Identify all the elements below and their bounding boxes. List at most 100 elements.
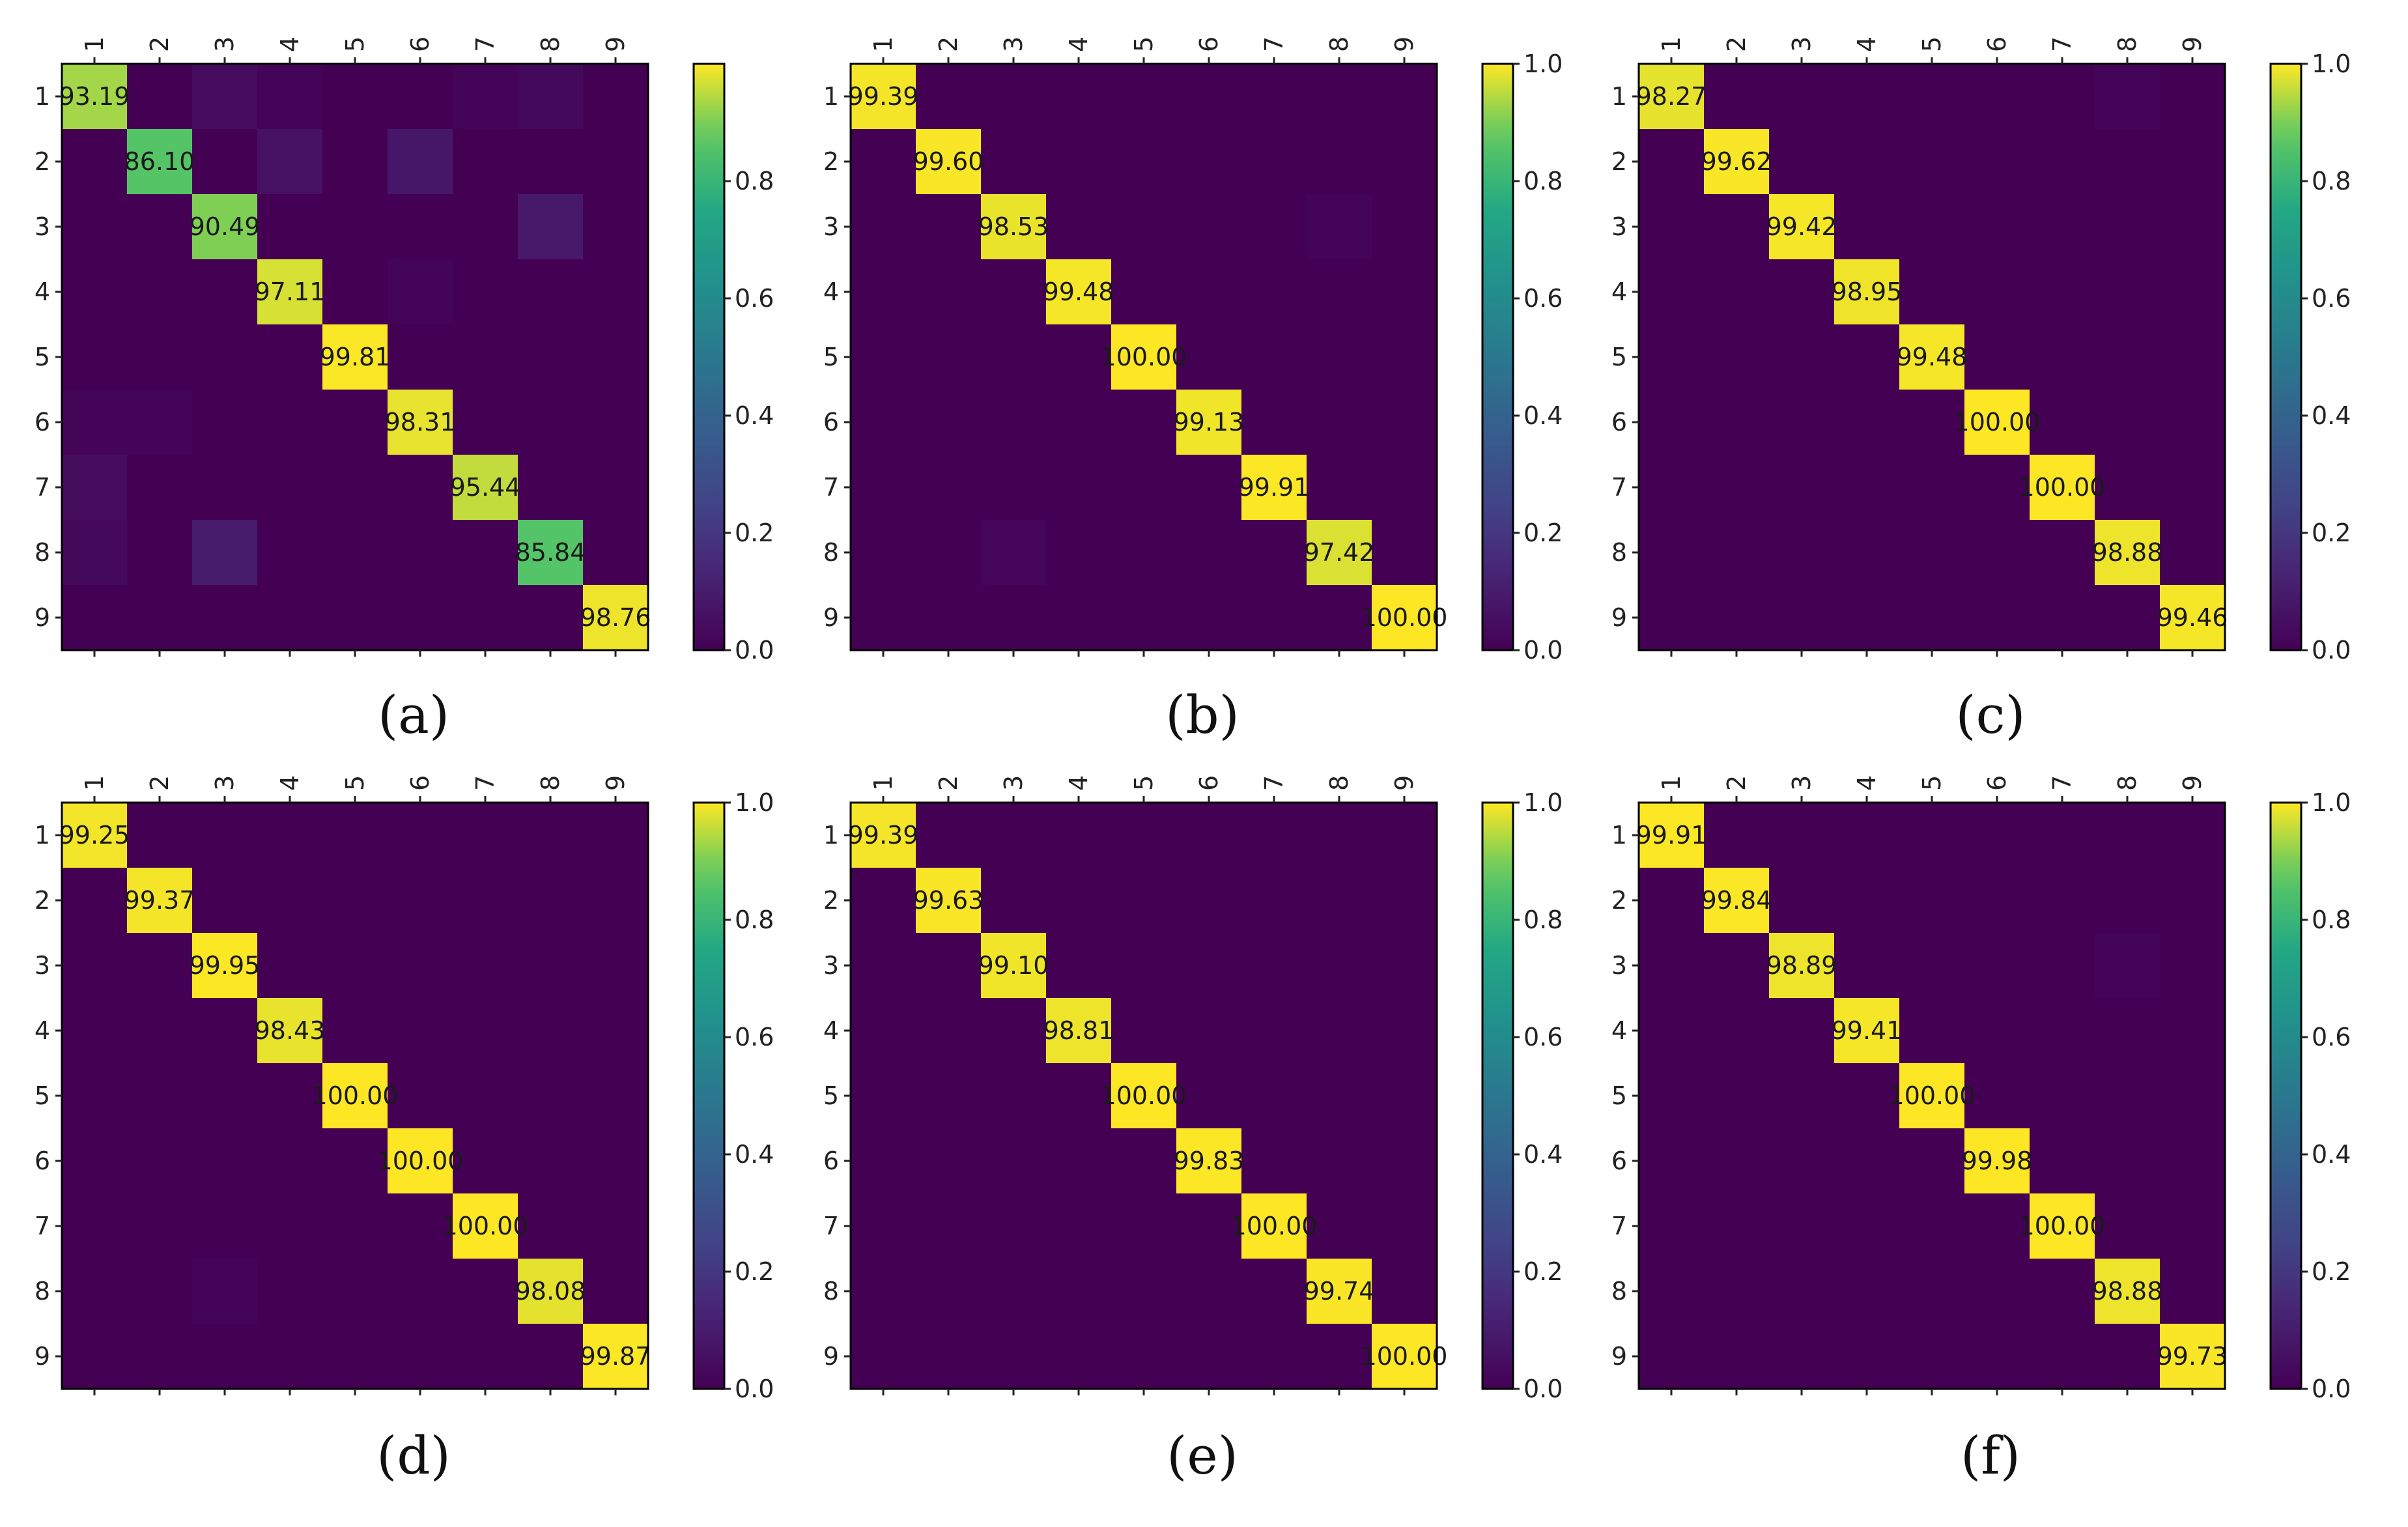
heatmap-cell: [192, 455, 258, 521]
heatmap-cell: [1704, 1259, 1770, 1324]
heatmap-cell: [1639, 868, 1705, 934]
x-tick-label: 3: [1787, 36, 1816, 52]
heatmap-cell: [851, 520, 916, 586]
heatmap-cell: [2160, 324, 2226, 390]
heatmap-cell: [388, 194, 453, 260]
heatmap-cell: [453, 129, 518, 195]
heatmap-cell: [916, 259, 982, 325]
heatmap-cell: [916, 585, 982, 651]
heatmap-cell: [1834, 390, 1900, 455]
colorbar-frame: [1481, 801, 1514, 1390]
x-tick-label: 5: [1129, 775, 1158, 791]
heatmap-cell: [1899, 1324, 1965, 1390]
x-tick-label: 8: [536, 775, 565, 791]
y-tick-label: 7: [823, 1212, 839, 1240]
x-tick-label: 1: [1657, 36, 1686, 52]
x-tick-label: 5: [1129, 36, 1158, 52]
heatmap-cell: [1241, 1259, 1307, 1324]
cell-value-label: 100.00: [312, 1081, 399, 1110]
heatmap-cell: [1769, 390, 1835, 455]
heatmap-cell: [1899, 868, 1965, 934]
heatmap-cell: [2030, 933, 2095, 999]
heatmap-cell: [192, 1324, 258, 1390]
heatmap-cell: [192, 868, 258, 934]
heatmap-cell: [1111, 64, 1177, 130]
cell-value-label: 100.00: [1954, 408, 2041, 436]
heatmap-cell: [1372, 259, 1438, 325]
heatmap-cell: [322, 1259, 388, 1324]
heatmap-cell: [1704, 585, 1770, 651]
heatmap-cell: [1241, 1128, 1307, 1194]
cell-value-label: 100.00: [442, 1212, 529, 1240]
heatmap-cell: [1307, 324, 1372, 390]
heatmap-cell: [127, 868, 193, 934]
heatmap-cell: [1769, 129, 1835, 195]
heatmap-cell: [1111, 803, 1177, 868]
y-tick-label: 7: [35, 473, 50, 502]
heatmap-cell: [257, 1259, 323, 1324]
heatmap-cell: [1176, 194, 1242, 260]
heatmap-cell: [1372, 1193, 1438, 1259]
y-tick-label: 5: [1611, 1081, 1627, 1110]
heatmap-cell: [1046, 803, 1112, 868]
x-tick-label: 5: [1918, 775, 1946, 791]
heatmap-cell: [388, 998, 453, 1064]
heatmap-cell: [1639, 194, 1705, 260]
heatmap-cell: [1046, 259, 1112, 325]
cell-value-label: 99.95: [190, 951, 261, 980]
x-tick-label: 9: [1390, 775, 1419, 791]
heatmap-cell: [1834, 324, 1900, 390]
heatmap-panel: 99.39 99.63 99.10 98.81 100.00 99.83 100.00 99.…: [823, 775, 1563, 1486]
heatmap-cell: [518, 868, 584, 934]
heatmap-cell: [1964, 259, 2030, 325]
y-tick-label: 1: [823, 821, 839, 849]
x-tick-label: 3: [210, 36, 239, 52]
x-tick-label: 9: [601, 775, 630, 791]
heatmap-cell: [981, 1259, 1047, 1324]
heatmap-cell: [1241, 455, 1307, 521]
heatmap-cell: [1899, 585, 1965, 651]
heatmap-cell: [2030, 129, 2095, 195]
heatmap-cell: [583, 324, 649, 390]
heatmap-cell: [192, 998, 258, 1064]
heatmap-cell: [1111, 933, 1177, 999]
heatmap-cell: [981, 520, 1047, 586]
heatmap-cell: [2095, 520, 2160, 586]
heatmap-cell: [1307, 1128, 1372, 1194]
heatmap-cell: [1899, 803, 1965, 868]
heatmap-cell: [1834, 1128, 1900, 1194]
heatmap-cell: [1639, 259, 1705, 325]
heatmap-cell: [62, 1063, 128, 1129]
heatmap-cell: [1769, 933, 1835, 999]
heatmap-cell: [981, 390, 1047, 455]
heatmap-cell: [388, 803, 453, 868]
panel-caption: (d): [376, 1425, 451, 1486]
heatmap-cell: [851, 933, 916, 999]
heatmap-cell: [1769, 324, 1835, 390]
heatmap-cell: [1176, 259, 1242, 325]
colorbar-tick-label: 0.6: [735, 284, 774, 313]
heatmap-cell: [1899, 1193, 1965, 1259]
y-tick-label: 8: [823, 538, 839, 567]
heatmap-cell: [1111, 129, 1177, 195]
colorbar-tick-label: 0.0: [1523, 636, 1563, 664]
cell-value-label: 98.43: [255, 1016, 326, 1045]
heatmap-cell: [2095, 324, 2160, 390]
heatmap-cell: [1176, 64, 1242, 130]
heatmap-cell: [1111, 1259, 1177, 1324]
heatmap-cell: [518, 390, 584, 455]
heatmap-cell: [518, 520, 584, 586]
cell-value-label: 90.49: [190, 212, 261, 241]
heatmap-cell: [1176, 803, 1242, 868]
cell-value-label: 99.83: [1174, 1147, 1245, 1175]
heatmap-cell: [127, 259, 193, 325]
heatmap-cell: [1307, 1259, 1372, 1324]
heatmap-cell: [1307, 390, 1372, 455]
heatmap-cell: [257, 868, 323, 934]
x-tick-label: 7: [471, 775, 500, 791]
colorbar-tick-label: 1.0: [2312, 788, 2351, 817]
cell-value-label: 99.48: [1897, 343, 1968, 371]
heatmap-cell: [518, 455, 584, 521]
heatmap-cell: [851, 803, 916, 868]
heatmap-cell: [388, 324, 453, 390]
